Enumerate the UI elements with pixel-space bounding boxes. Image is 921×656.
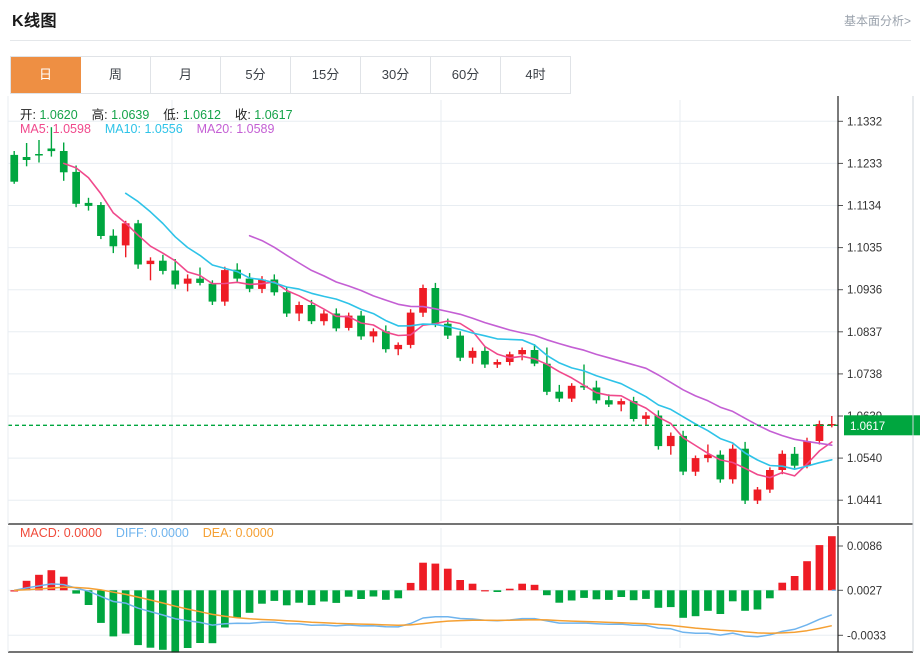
price-axis-tick: 1.0936: [847, 285, 882, 297]
page-title: K线图: [12, 13, 58, 30]
moving-average-lines: [62, 162, 833, 479]
tab-3[interactable]: 月: [151, 57, 221, 93]
macd-axis-tick: 0.0027: [847, 585, 882, 597]
page-header: K线图 基本面分析>: [0, 0, 921, 42]
price-axis-tick: 1.0738: [847, 369, 882, 381]
chart-frame: [7, 96, 914, 653]
price-axis-tick: 1.0837: [847, 327, 882, 339]
current-price-tag: 1.0617: [844, 415, 920, 436]
kline-chart-container[interactable]: 1.1332 1.1233 1.1134 1.1035 1.0936 1.0837 1.07…: [0, 96, 921, 656]
tab-7[interactable]: 60分: [431, 57, 501, 93]
macd-axis-tick: 0.0086: [847, 541, 882, 553]
price-axis-tick: 1.1332: [847, 116, 882, 128]
candlestick-series: [10, 127, 836, 504]
tab-4[interactable]: 5分: [221, 57, 291, 93]
tab-2[interactable]: 周: [81, 57, 151, 93]
tab-8[interactable]: 4时: [501, 57, 571, 93]
price-axis-tick: 1.1035: [847, 243, 882, 255]
header-divider: [10, 40, 911, 41]
tab-1[interactable]: 日: [11, 57, 81, 93]
current-price-tag-text: 1.0617: [850, 421, 885, 433]
macd-signal-lines: [14, 583, 838, 638]
kline-chart-svg[interactable]: 1.1332 1.1233 1.1134 1.1035 1.0936 1.0837 1.07…: [0, 96, 921, 656]
macd-histogram: [10, 536, 836, 653]
price-axis-tick: 1.1134: [847, 201, 882, 213]
price-axis-tick: 1.1233: [847, 158, 882, 170]
fundamental-analysis-link[interactable]: 基本面分析>: [843, 14, 911, 28]
price-axis-tick: 1.0441: [847, 495, 882, 507]
tab-6[interactable]: 30分: [361, 57, 431, 93]
macd-axis-labels: 0.0086 0.0027 -0.0033: [838, 541, 886, 642]
tab-5[interactable]: 15分: [291, 57, 361, 93]
period-tab-bar: 日周月 5分 15分 30分 60分 4时: [10, 56, 571, 94]
price-axis-tick: 1.0540: [847, 453, 882, 465]
price-axis-labels: 1.1332 1.1233 1.1134 1.1035 1.0936 1.0837 1.07…: [838, 116, 882, 507]
macd-axis-tick: -0.0033: [847, 630, 886, 642]
